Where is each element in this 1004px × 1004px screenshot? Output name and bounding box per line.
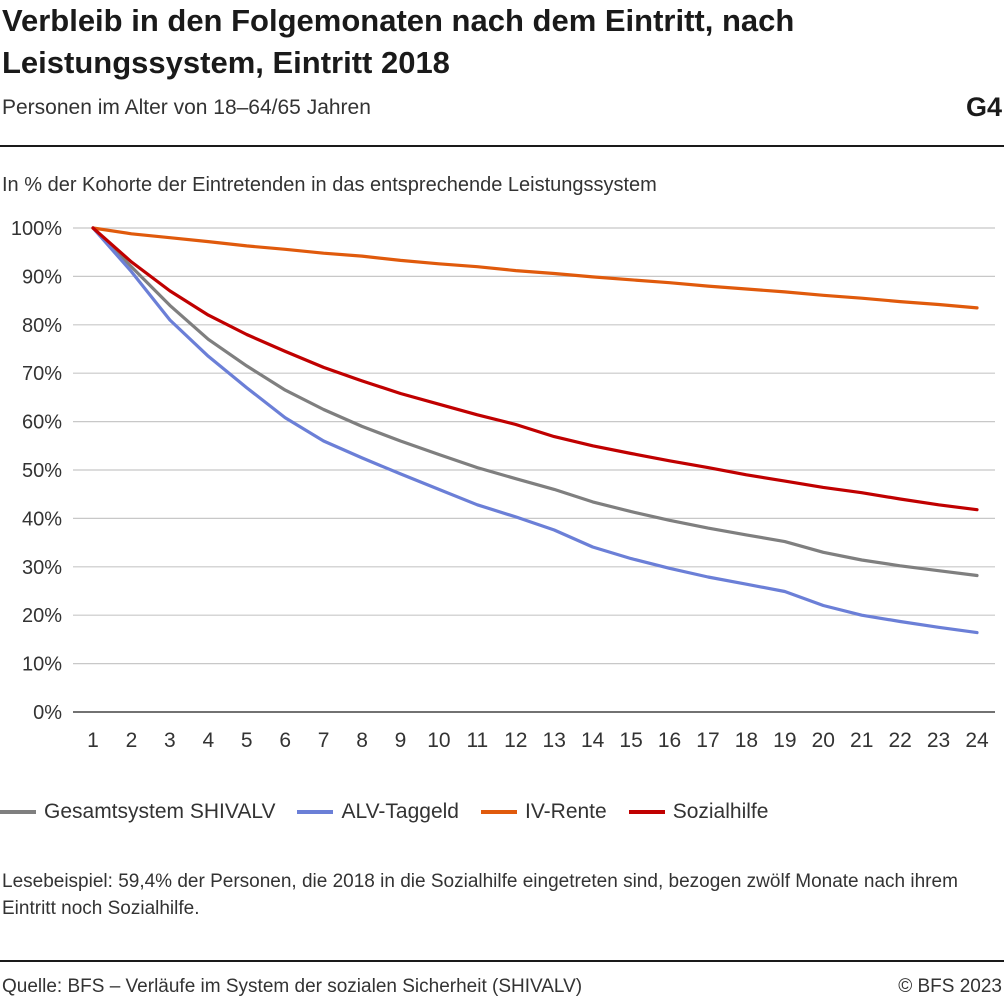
x-tick-label: 3 [164, 729, 176, 752]
y-tick-label: 100% [11, 218, 62, 240]
x-tick-label: 7 [318, 729, 330, 752]
series-line-gesamtsystem-shivalv [91, 226, 979, 578]
series-line-iv-rente [91, 226, 979, 310]
x-tick-label: 1 [87, 729, 99, 752]
y-tick-label: 10% [22, 654, 62, 676]
x-tick-label: 23 [927, 729, 950, 752]
top-divider [0, 145, 1004, 147]
chart-code: G4 [965, 92, 1002, 122]
series-line-alv-taggeld [91, 226, 979, 635]
x-tick-label: 13 [543, 729, 566, 752]
y-axis-label: In % der Kohorte der Eintretenden in das… [2, 174, 657, 196]
y-tick-label: 40% [22, 508, 62, 530]
legend-item: Sozialhilfe [628, 800, 769, 824]
y-tick-label: 20% [22, 605, 62, 627]
x-tick-label: 4 [202, 729, 214, 752]
legend-swatch [480, 810, 517, 814]
chart-title: Verbleib in den Folgemonaten nach dem Ei… [2, 3, 795, 80]
legend-item: ALV-Taggeld [297, 800, 459, 824]
y-tick-label: 0% [33, 702, 62, 724]
x-tick-label: 14 [581, 729, 605, 752]
legend-label: Sozialhilfe [672, 800, 769, 823]
legend-swatch [0, 810, 36, 814]
y-tick-label: 90% [22, 266, 62, 288]
y-tick-label: 30% [22, 557, 62, 579]
legend-item: Gesamtsystem SHIVALV [0, 800, 275, 824]
x-tick-label: 16 [658, 729, 681, 752]
x-tick-label: 24 [965, 729, 989, 752]
x-tick-label: 18 [735, 729, 758, 752]
x-tick-label: 21 [850, 729, 873, 752]
x-tick-label: 5 [241, 729, 253, 752]
x-tick-label: 9 [395, 729, 407, 752]
bottom-divider [0, 960, 1004, 962]
x-tick-label: 11 [466, 729, 488, 752]
chart-legend: Gesamtsystem SHIVALV ALV-Taggeld IV-Rente S… [0, 800, 790, 824]
line-chart: 0%10%20%30%40%50%60%70%80%90%100%1 2 3 4 5 6 7… [11, 218, 995, 752]
x-tick-label: 6 [279, 729, 291, 752]
x-tick-label: 8 [356, 729, 368, 752]
legend-swatch [297, 810, 334, 814]
legend-label: ALV-Taggeld [341, 800, 459, 823]
y-tick-label: 50% [22, 460, 62, 482]
y-tick-label: 80% [22, 315, 62, 337]
y-tick-label: 60% [22, 412, 62, 434]
x-tick-label: 19 [773, 729, 796, 752]
source-text: Quelle: BFS – Verläufe im System der soz… [2, 976, 583, 997]
x-tick-label: 10 [427, 729, 450, 752]
y-tick-label: 70% [22, 363, 62, 385]
x-tick-label: 17 [696, 729, 719, 752]
series-line-sozialhilfe [91, 226, 979, 512]
legend-label: IV-Rente [524, 800, 607, 823]
x-tick-label: 22 [888, 729, 911, 752]
copyright-text: © BFS 2023 [898, 976, 1002, 997]
chart-subtitle: Personen im Alter von 18–64/65 Jahren [2, 96, 371, 119]
legend-item: IV-Rente [480, 800, 607, 824]
legend-swatch [628, 810, 665, 814]
reading-example: Lesebeispiel: 59,4% der Personen, die 20… [2, 871, 958, 919]
x-tick-label: 12 [504, 729, 527, 752]
legend-label: Gesamtsystem SHIVALV [44, 800, 276, 823]
x-tick-label: 15 [619, 729, 642, 752]
x-tick-label: 20 [812, 729, 835, 752]
x-tick-label: 2 [126, 729, 138, 752]
